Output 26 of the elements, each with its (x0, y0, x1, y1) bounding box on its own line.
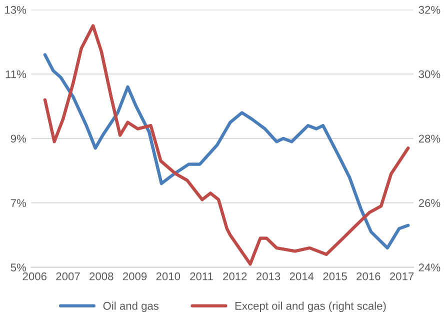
y2-tick-label: 32% (418, 6, 440, 14)
y-tick-label: 7% (10, 199, 26, 207)
x-tick-label: 2014 (290, 272, 314, 280)
x-tick-label: 2009 (122, 272, 147, 280)
y-tick-label: 11% (6, 70, 26, 78)
line-series (43, 24, 410, 266)
x-tick-label: 2012 (223, 272, 247, 280)
line-series (43, 53, 410, 250)
x-tick-label: 2008 (90, 272, 114, 280)
y2-tick-label: 26% (418, 199, 440, 207)
x-tick-label: 2010 (156, 272, 180, 280)
x-tick-label: 2013 (256, 272, 280, 280)
x-tick-label: 2007 (56, 272, 80, 280)
x-tick-label: 2016 (356, 272, 380, 280)
legend-label: Except oil and gas (right scale) (235, 302, 386, 312)
x-tick-label: 2006 (22, 272, 46, 280)
x-tick-label: 2015 (323, 272, 347, 280)
y2-tick-label: 28% (418, 134, 440, 143)
y-tick-label: 9% (10, 134, 26, 143)
y2-tick-label: 24% (418, 264, 440, 272)
x-tick-label: 2017 (390, 272, 414, 280)
y2-tick-label: 30% (418, 70, 440, 78)
legend-label: Oil and gas (103, 302, 159, 312)
y-tick-label: 5% (10, 264, 26, 272)
y-tick-label: 13% (5, 6, 26, 14)
x-tick-label: 2011 (190, 272, 213, 280)
